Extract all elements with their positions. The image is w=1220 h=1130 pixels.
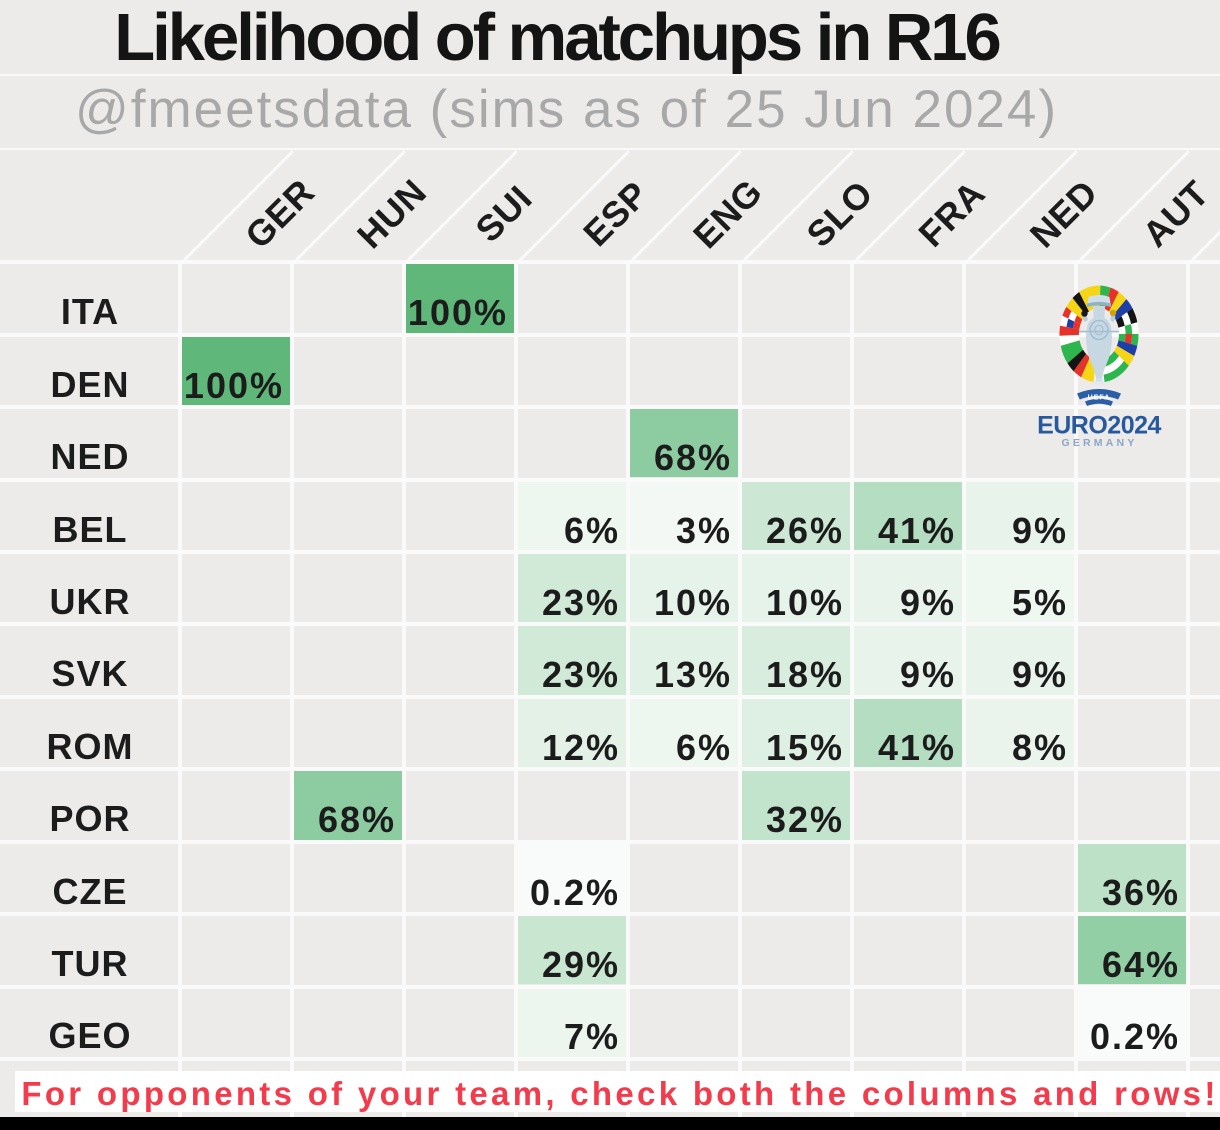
- svg-text:GERMANY: GERMANY: [1061, 437, 1137, 449]
- svg-text:UEFA: UEFA: [1088, 395, 1111, 402]
- svg-text:EURO2024: EURO2024: [1037, 412, 1161, 440]
